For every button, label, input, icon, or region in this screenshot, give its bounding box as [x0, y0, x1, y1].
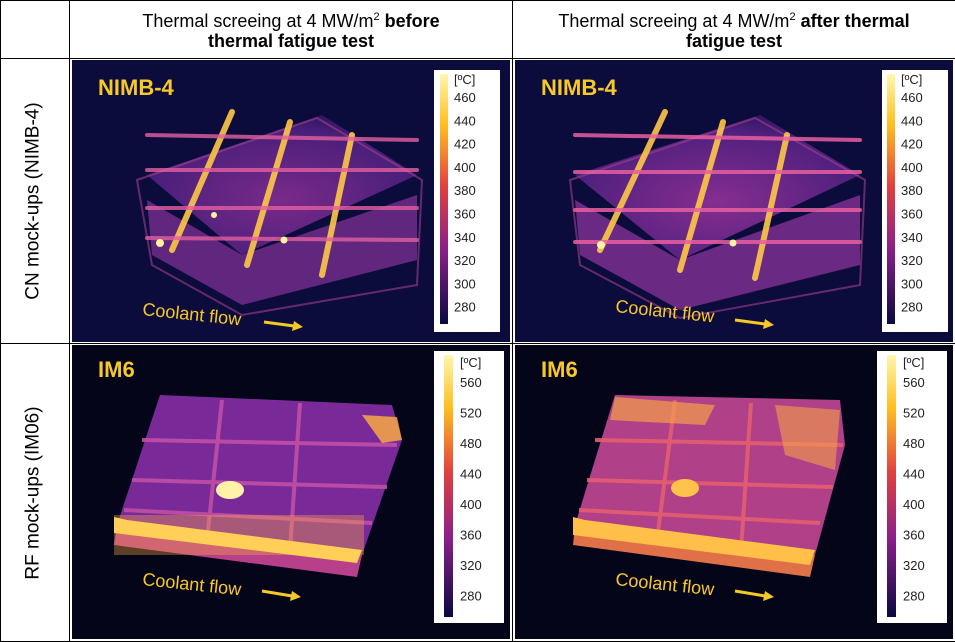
colorbar-tick-label: 280	[454, 300, 476, 315]
colorbar-tick-label: 460	[454, 90, 476, 105]
colorbar-tick-label: 400	[903, 497, 925, 512]
colorbar-tick-label: 440	[903, 467, 925, 482]
header-after-bold: after thermal	[795, 11, 910, 31]
row-label-cn: CN mock-ups (NIMB-4)	[0, 59, 68, 343]
coolant-flow-arrow	[734, 589, 766, 598]
coolant-flow-arrowhead	[292, 321, 303, 331]
colorbar-tick-label: 560	[903, 375, 925, 390]
colorbar-unit: [ºC]	[454, 72, 475, 87]
coolant-flow-arrowhead	[290, 591, 301, 601]
table-border-header	[0, 58, 955, 59]
row-label-cn-text: CN mock-ups (NIMB-4)	[23, 102, 44, 300]
row-label-rf: RF mock-ups (IM06)	[0, 344, 68, 641]
coolant-flow-arrowhead	[763, 319, 774, 329]
panel-title: NIMB-4	[541, 75, 618, 100]
colorbar-tick-label: 300	[454, 276, 476, 291]
colorbar-unit: [ºC]	[460, 355, 481, 370]
colorbar-tick-label: 340	[901, 230, 923, 245]
colorbar	[887, 355, 896, 617]
colorbar-tick-label: 400	[460, 497, 482, 512]
colorbar-tick-label: 400	[901, 160, 923, 175]
header-after-bold-line2: fatigue test	[685, 31, 782, 51]
row-label-rf-text: RF mock-ups (IM06)	[23, 405, 45, 580]
colorbar-tick-label: 360	[903, 528, 925, 543]
header-before: Thermal screeing at 4 MW/m2 before therm…	[70, 0, 512, 58]
colorbar	[440, 74, 448, 324]
colorbar-tick-label: 460	[901, 90, 923, 105]
colorbar-tick-label: 440	[460, 467, 482, 482]
colorbar-tick-label: 300	[901, 276, 923, 291]
colorbar-tick-label: 400	[454, 160, 476, 175]
table-border-col1	[69, 0, 70, 642]
colorbar	[444, 355, 453, 617]
panel-title: IM6	[541, 357, 578, 382]
panel-title: NIMB-4	[98, 75, 175, 100]
thermal-image-im6-before: IM6 Coolant flow [ºC] 560 520 480 440 400 360…	[72, 345, 510, 639]
colorbar-tick-label: 420	[901, 137, 923, 152]
table-border-left	[0, 0, 1, 642]
thermal-image-im6-after: IM6 Coolant flow [ºC] 560 520 480 440 400 360…	[515, 345, 953, 639]
colorbar-unit: [ºC]	[901, 72, 922, 87]
colorbar-tick-label: 320	[901, 253, 923, 268]
header-before-bold-line2: thermal fatigue test	[207, 31, 375, 51]
header-before-sup: 2	[373, 11, 380, 23]
colorbar-unit: [ºC]	[903, 355, 924, 370]
colorbar-tick-label: 440	[454, 113, 476, 128]
colorbar-tick-label: 320	[454, 253, 476, 268]
coolant-flow-arrowhead	[763, 591, 774, 601]
table-border-row	[0, 343, 955, 344]
header-after: Thermal screeing at 4 MW/m2 after therma…	[513, 0, 955, 58]
header-before-bold: before	[379, 11, 440, 31]
coolant-flow-arrow	[263, 320, 295, 328]
colorbar-tick-label: 520	[460, 406, 482, 421]
colorbar-tick-label: 320	[460, 558, 482, 573]
thermal-image-nimb4-after: NIMB-4 Coolant flow [ºC] 460 440 420 400 380…	[515, 60, 953, 342]
panel-title: IM6	[98, 357, 135, 382]
header-after-text: Thermal screeing at 4 MW/m	[558, 11, 790, 31]
coolant-flow-arrow	[261, 589, 293, 598]
colorbar-tick-label: 480	[903, 436, 925, 451]
colorbar-tick-label: 360	[454, 207, 476, 222]
colorbar-tick-label: 360	[901, 207, 923, 222]
colorbar	[887, 74, 895, 324]
colorbar-tick-label: 280	[901, 300, 923, 315]
colorbar-tick-label: 280	[460, 589, 482, 604]
colorbar-tick-label: 280	[903, 589, 925, 604]
table-border-col2	[512, 0, 513, 642]
colorbar-tick-label: 380	[454, 183, 476, 198]
thermal-image-nimb4-before: NIMB-4 Coolant flow [ºC] 460 440 420 400 380…	[72, 60, 510, 342]
colorbar-tick-label: 420	[454, 137, 476, 152]
colorbar-tick-label: 440	[901, 113, 923, 128]
colorbar-tick-label: 360	[460, 528, 482, 543]
table-border-top	[0, 0, 955, 1]
coolant-flow-arrow	[734, 318, 766, 326]
colorbar-tick-label: 320	[903, 558, 925, 573]
colorbar-tick-label: 480	[460, 436, 482, 451]
header-after-sup: 2	[789, 11, 796, 23]
colorbar-tick-label: 380	[901, 183, 923, 198]
colorbar-tick-label: 520	[903, 406, 925, 421]
header-before-text: Thermal screeing at 4 MW/m	[142, 11, 374, 31]
colorbar-tick-label: 340	[454, 230, 476, 245]
colorbar-tick-label: 560	[460, 375, 482, 390]
